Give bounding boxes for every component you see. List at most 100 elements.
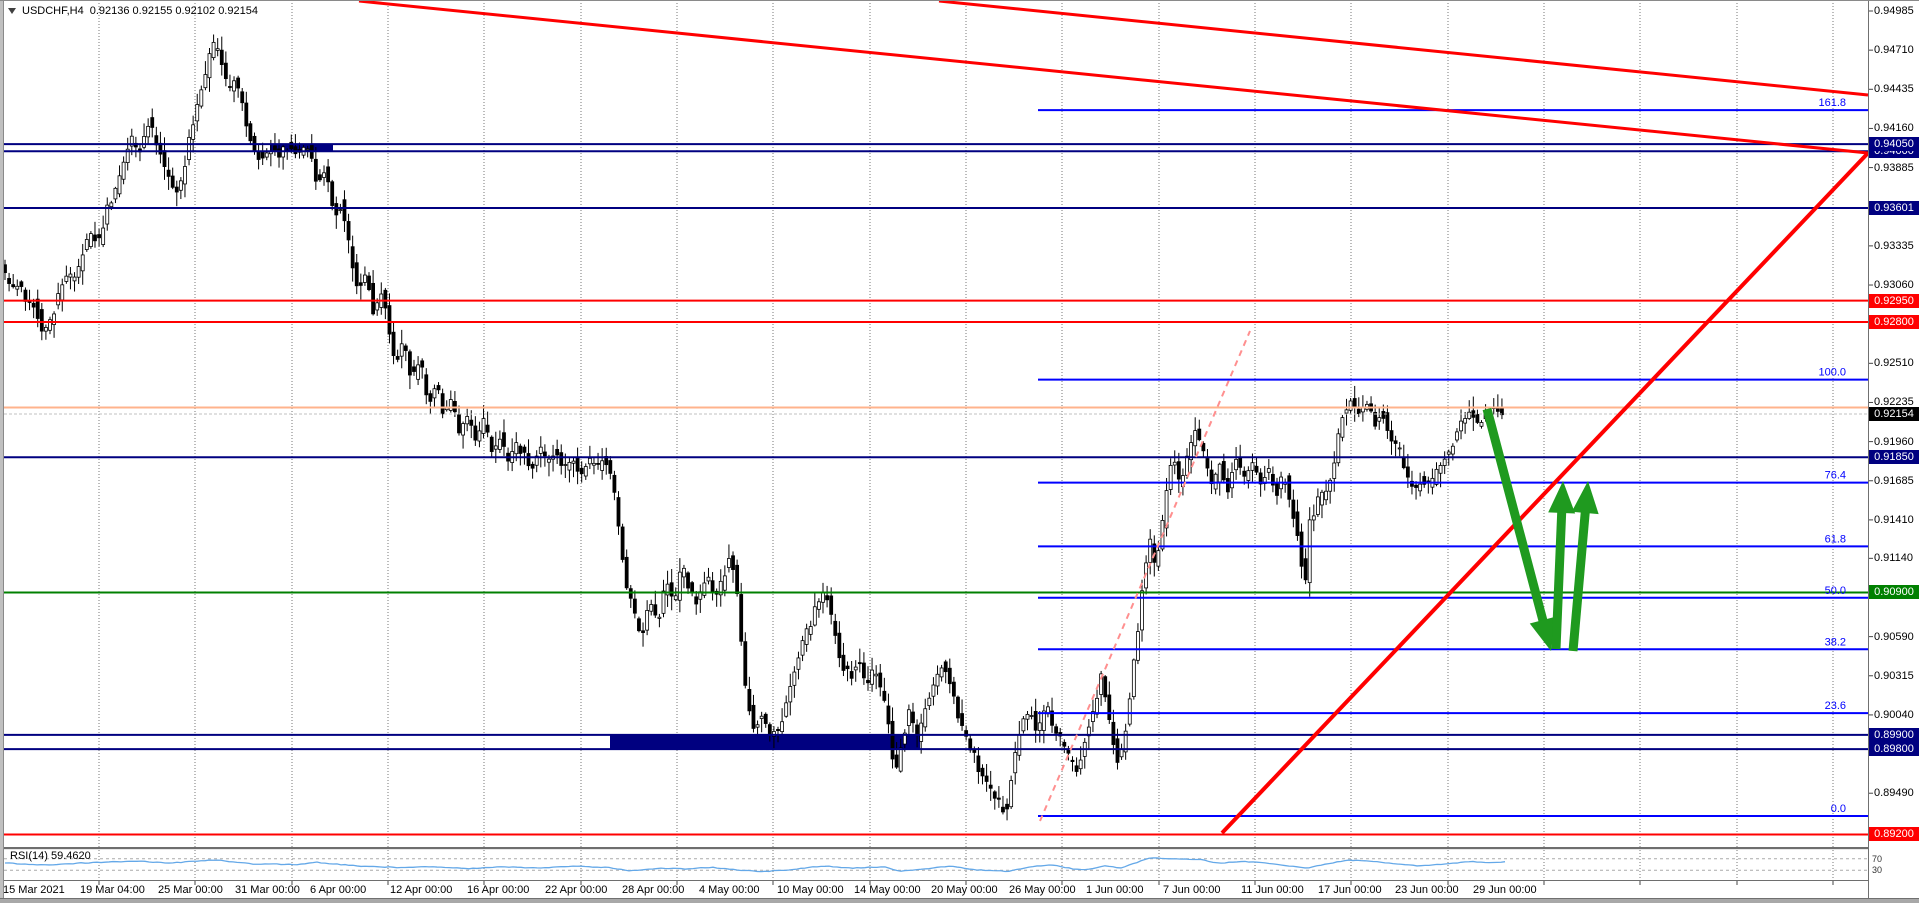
chart-title: USDCHF,H4 0.92136 0.92155 0.92102 0.9215… bbox=[8, 5, 258, 17]
price-level-badge: 0.90900 bbox=[1869, 585, 1919, 600]
candle-body bbox=[735, 564, 740, 595]
candle-body bbox=[146, 125, 151, 138]
price-level-badge: 0.91850 bbox=[1869, 450, 1919, 465]
candle-body bbox=[534, 455, 539, 466]
candle-body bbox=[1479, 422, 1484, 427]
candle-body bbox=[1352, 398, 1357, 408]
candle-body bbox=[870, 669, 874, 685]
candle-body bbox=[1360, 407, 1365, 413]
date-label: 29 Jun 00:00 bbox=[1473, 884, 1537, 896]
candle-body bbox=[796, 657, 801, 670]
candle-body bbox=[1205, 458, 1210, 469]
candle-body bbox=[1287, 475, 1292, 500]
date-label: 7 Jun 00:00 bbox=[1163, 884, 1221, 896]
candle-body bbox=[808, 626, 813, 635]
fib-label: 23.6 bbox=[1825, 700, 1846, 712]
date-label: 14 May 00:00 bbox=[854, 884, 921, 896]
candle-body bbox=[559, 452, 564, 466]
trendline-descending-channel-upper bbox=[938, 1, 1869, 97]
price-tick: 0.90315 bbox=[1874, 669, 1914, 682]
candle-body bbox=[1074, 765, 1079, 772]
candle-body bbox=[244, 102, 249, 127]
candle-body bbox=[1021, 718, 1026, 732]
candle-body bbox=[1377, 417, 1382, 422]
candle-body bbox=[56, 293, 61, 306]
candle-body bbox=[1107, 694, 1112, 720]
candle-body bbox=[956, 696, 960, 719]
candle-body bbox=[1172, 461, 1177, 466]
candle-body bbox=[1111, 721, 1116, 745]
candle-body bbox=[632, 598, 637, 614]
symbol-dropdown-icon[interactable] bbox=[8, 8, 16, 14]
green-arrow-stem bbox=[1568, 498, 1591, 652]
fib-label: 38.2 bbox=[1825, 636, 1846, 648]
supply-demand-zone bbox=[610, 734, 920, 750]
candle-body bbox=[129, 135, 134, 147]
candle-body bbox=[428, 393, 433, 402]
supply-demand-zone bbox=[270, 144, 333, 152]
price-tick: 0.90040 bbox=[1874, 708, 1914, 721]
candle-body bbox=[162, 150, 167, 167]
candle-body bbox=[1193, 430, 1198, 447]
candle-body bbox=[1123, 730, 1128, 753]
trendline-steep-rally-dashed bbox=[1039, 330, 1251, 822]
candle-body bbox=[661, 590, 666, 614]
candle-body bbox=[72, 276, 77, 282]
rsi-indicator-label: RSI(14) 59.4620 bbox=[10, 850, 91, 862]
price-level-badge: 0.92800 bbox=[1869, 315, 1919, 330]
candle-body bbox=[142, 136, 146, 148]
candle-body bbox=[1299, 531, 1304, 567]
candle-body bbox=[755, 724, 760, 728]
candle-body bbox=[1001, 806, 1005, 813]
candle-body bbox=[469, 419, 474, 426]
candle-body bbox=[894, 754, 899, 768]
candle-body bbox=[960, 713, 964, 726]
ohlc-values: 0.92136 0.92155 0.92102 0.92154 bbox=[89, 5, 258, 17]
candle-body bbox=[1221, 461, 1226, 481]
candle-body bbox=[1234, 458, 1238, 471]
candle-body bbox=[992, 791, 997, 799]
candle-body bbox=[915, 724, 919, 736]
candle-body bbox=[1324, 490, 1328, 501]
candle-body bbox=[1103, 676, 1108, 698]
candle-body bbox=[248, 123, 253, 142]
candle-body bbox=[502, 432, 506, 447]
candle-body bbox=[493, 445, 498, 450]
date-label: 4 May 00:00 bbox=[699, 884, 760, 896]
candle-body bbox=[1009, 780, 1014, 808]
candle-body bbox=[52, 313, 56, 325]
candle-body bbox=[1271, 473, 1275, 486]
candle-body bbox=[334, 203, 339, 216]
candle-body bbox=[219, 49, 224, 65]
candle-body bbox=[890, 720, 895, 760]
candle-body bbox=[1254, 465, 1259, 473]
candle-body bbox=[473, 425, 478, 441]
candle-body bbox=[240, 91, 245, 104]
candle-body bbox=[1467, 411, 1472, 419]
candle-body bbox=[88, 233, 93, 247]
candle-body bbox=[166, 169, 171, 177]
candle-body bbox=[1455, 431, 1459, 441]
candle-body bbox=[1168, 465, 1173, 490]
candle-body bbox=[784, 702, 789, 717]
candle-body bbox=[579, 467, 584, 475]
candle-body bbox=[665, 583, 670, 596]
candle-body bbox=[825, 595, 829, 601]
candle-body bbox=[1418, 483, 1423, 492]
candle-body bbox=[1033, 710, 1038, 731]
date-label: 17 Jun 00:00 bbox=[1318, 884, 1382, 896]
candle-body bbox=[461, 423, 465, 436]
candle-body bbox=[403, 345, 408, 351]
candle-body bbox=[1434, 468, 1439, 485]
pane-separator[interactable] bbox=[0, 847, 1868, 850]
candle-body bbox=[1340, 417, 1345, 438]
candle-body bbox=[228, 86, 232, 88]
candle-body bbox=[874, 673, 879, 677]
date-label: 19 Mar 04:00 bbox=[80, 884, 145, 896]
candle-body bbox=[1315, 496, 1320, 515]
price-tick: 0.93335 bbox=[1874, 239, 1914, 252]
candle-body bbox=[367, 275, 371, 291]
candle-body bbox=[1442, 458, 1447, 466]
